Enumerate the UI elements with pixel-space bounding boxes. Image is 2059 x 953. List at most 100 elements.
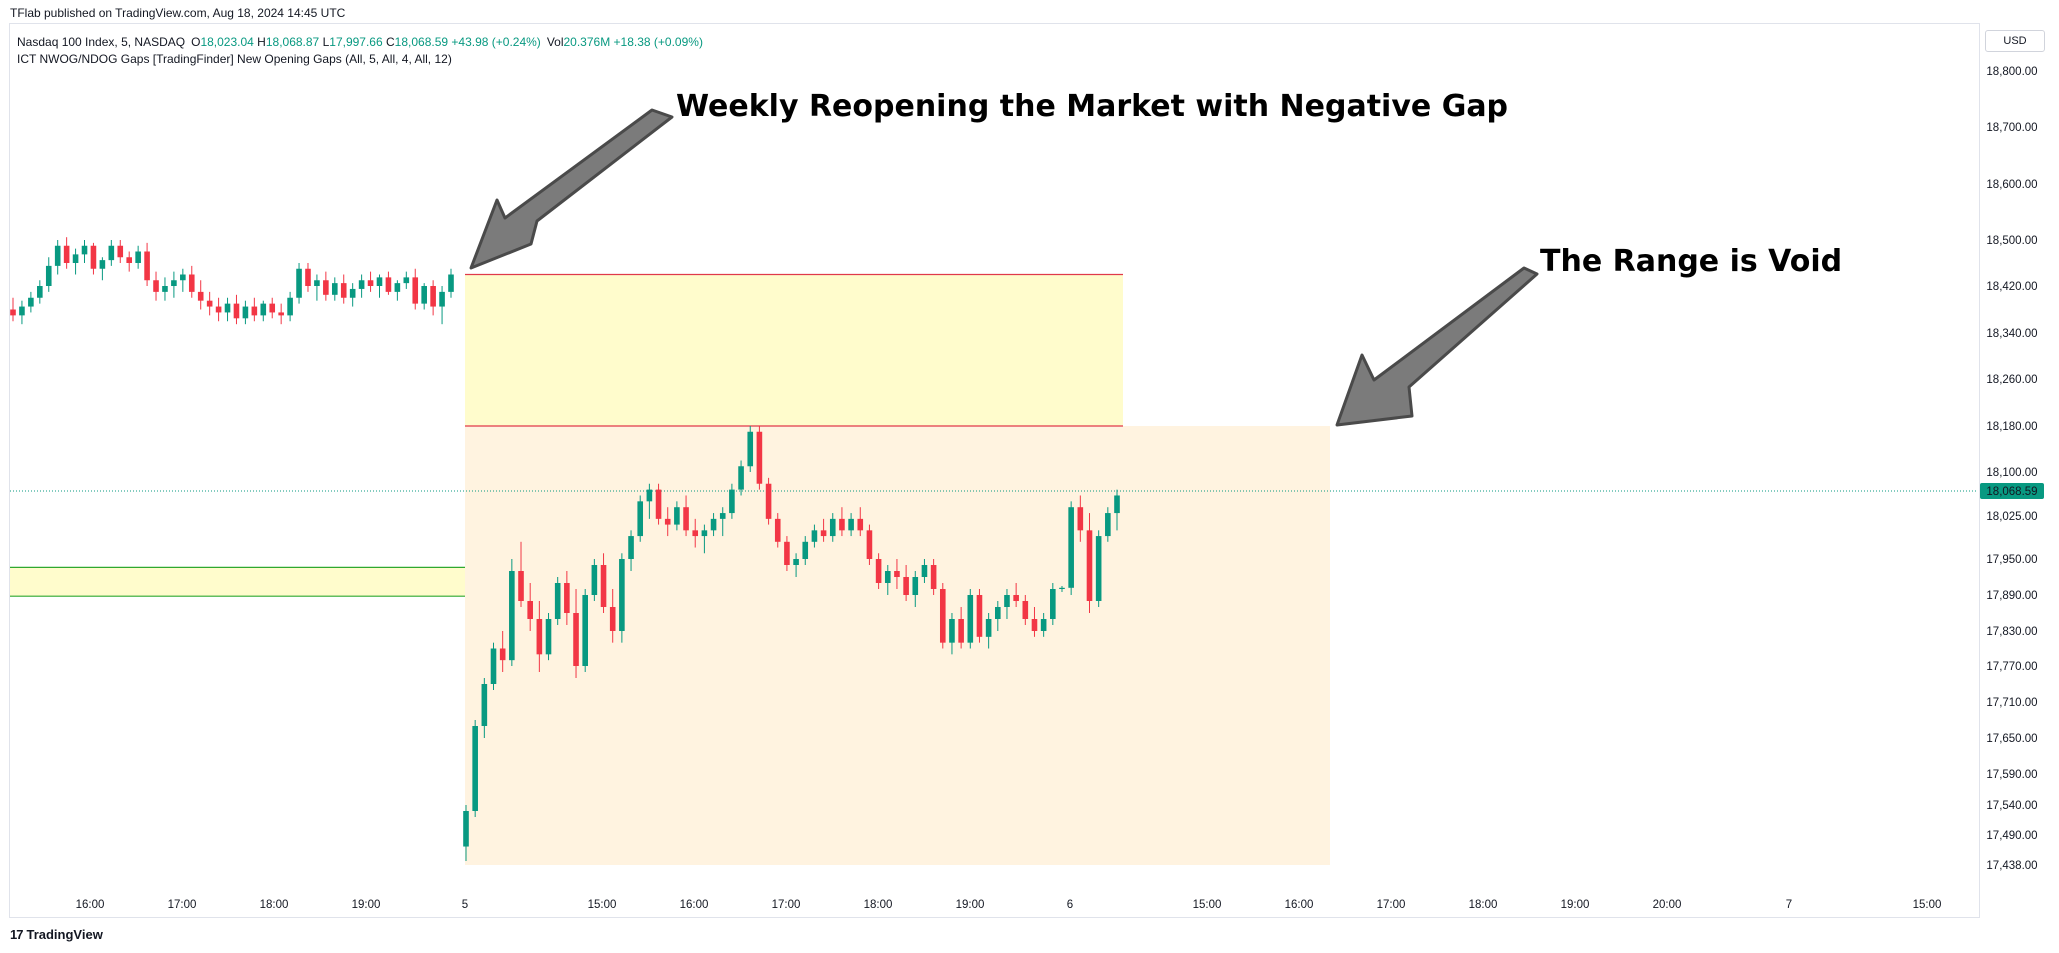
candle-body bbox=[903, 577, 909, 595]
price-tick-label: 17,830.00 bbox=[1986, 626, 2037, 638]
candle-body bbox=[747, 431, 754, 467]
candle-body bbox=[573, 613, 579, 666]
candle-body bbox=[251, 306, 258, 316]
candle-body bbox=[305, 268, 311, 286]
candle-body bbox=[564, 583, 570, 613]
time-axis: 16:00 17:00 18:00 19:00 5 15:00 16:00 17:00 18:0… bbox=[76, 899, 1942, 911]
candle-body bbox=[774, 518, 781, 542]
tradingview-brand[interactable]: 17 TradingView bbox=[10, 927, 103, 942]
candle-body bbox=[28, 297, 34, 307]
price-tick-label: 17,490.00 bbox=[1986, 830, 2037, 842]
candle-body bbox=[63, 245, 70, 263]
candle-body bbox=[554, 583, 561, 619]
candle-body bbox=[829, 518, 836, 537]
publish-credit: TFlab published on TradingView.com, Aug … bbox=[10, 6, 346, 20]
candle-body bbox=[269, 303, 276, 313]
price-tick-label: 18,700.00 bbox=[1986, 122, 2037, 134]
candle-body bbox=[1095, 536, 1102, 601]
time-tick-label: 16:00 bbox=[76, 899, 105, 911]
candle-body bbox=[958, 619, 964, 643]
time-tick-label: 19:00 bbox=[352, 899, 381, 911]
candle-body bbox=[439, 291, 445, 307]
time-tick-label: 17:00 bbox=[168, 899, 197, 911]
brand-label: TradingView bbox=[26, 927, 103, 942]
candle-body bbox=[985, 619, 992, 637]
candle-body bbox=[811, 530, 818, 542]
price-tick-label: 18,340.00 bbox=[1986, 328, 2037, 340]
candle-body bbox=[180, 274, 186, 281]
time-tick-label: 18:00 bbox=[260, 899, 289, 911]
candle-body bbox=[646, 489, 653, 502]
currency-button[interactable]: USD bbox=[1985, 30, 2045, 52]
last-price-bg bbox=[1980, 483, 2044, 499]
candle-body bbox=[287, 297, 293, 316]
candle-body bbox=[340, 283, 347, 298]
candle-body bbox=[481, 684, 488, 726]
price-tick-label: 17,590.00 bbox=[1986, 769, 2037, 781]
candle-body bbox=[144, 251, 150, 281]
candle-body bbox=[90, 245, 97, 269]
candle-body bbox=[1031, 619, 1038, 631]
candle-body bbox=[463, 811, 469, 847]
candle-body bbox=[1040, 619, 1047, 631]
time-tick-label: 19:00 bbox=[956, 899, 985, 911]
candle-body bbox=[260, 303, 267, 316]
candle-body bbox=[37, 286, 43, 298]
candle-body bbox=[784, 541, 790, 565]
candle-body bbox=[637, 501, 644, 537]
chart-legend: Nasdaq 100 Index, 5, NASDAQ O18,023.04 H… bbox=[17, 34, 703, 68]
candle-body bbox=[692, 530, 699, 537]
candle-body bbox=[117, 245, 124, 258]
candle-body bbox=[1068, 507, 1074, 588]
price-tick-label: 18,600.00 bbox=[1986, 179, 2037, 191]
candle-body bbox=[674, 507, 680, 525]
candle-body bbox=[421, 286, 427, 304]
candle-body bbox=[591, 565, 598, 595]
candle-body bbox=[10, 309, 16, 316]
candle-body bbox=[296, 268, 302, 298]
candle-body bbox=[1077, 507, 1084, 531]
candle-body bbox=[820, 530, 827, 537]
candle-body bbox=[619, 559, 625, 631]
time-tick-label: 5 bbox=[462, 899, 468, 911]
candle-body bbox=[358, 280, 365, 289]
price-tick-label: 18,180.00 bbox=[1986, 421, 2037, 433]
candle-body bbox=[171, 280, 177, 286]
candle-body bbox=[600, 565, 607, 607]
candle-body bbox=[412, 277, 419, 304]
candle-body bbox=[976, 595, 983, 637]
candle-body bbox=[710, 518, 717, 531]
time-tick-label: 17:00 bbox=[772, 899, 801, 911]
candle-body bbox=[314, 280, 320, 286]
candle-body bbox=[1050, 589, 1056, 619]
candle-body bbox=[518, 571, 524, 601]
candle-body bbox=[197, 291, 204, 301]
ohlc-values: O18,023.04 H18,068.87 L17,997.66 C18,068… bbox=[191, 35, 541, 49]
tradingview-logo-icon: 17 bbox=[10, 927, 24, 942]
candle-body bbox=[430, 286, 436, 307]
candle-body bbox=[448, 274, 454, 292]
time-tick-label: 16:00 bbox=[1285, 899, 1314, 911]
candle-body bbox=[81, 245, 88, 255]
gap-zones bbox=[10, 273, 1330, 865]
price-tick-label: 18,100.00 bbox=[1986, 467, 2037, 479]
candle-body bbox=[912, 577, 919, 595]
candle-body bbox=[385, 277, 392, 292]
candle-body bbox=[765, 483, 772, 519]
chart-pane[interactable] bbox=[9, 23, 1980, 918]
candle-body bbox=[224, 303, 231, 313]
candle-body bbox=[664, 518, 671, 525]
candle-body bbox=[527, 601, 533, 619]
candle-body bbox=[349, 288, 356, 298]
zone-weekly-opening-gap bbox=[465, 274, 1123, 426]
annotation-range-void: The Range is Void bbox=[1540, 244, 1842, 279]
candle-body bbox=[719, 513, 726, 519]
candle-body bbox=[215, 306, 222, 313]
candle-body bbox=[655, 489, 662, 519]
candle-body bbox=[1059, 587, 1065, 589]
candle-body bbox=[1114, 495, 1120, 514]
candle-body bbox=[1086, 530, 1093, 601]
candle-body bbox=[45, 265, 52, 286]
candle-body bbox=[135, 251, 141, 263]
